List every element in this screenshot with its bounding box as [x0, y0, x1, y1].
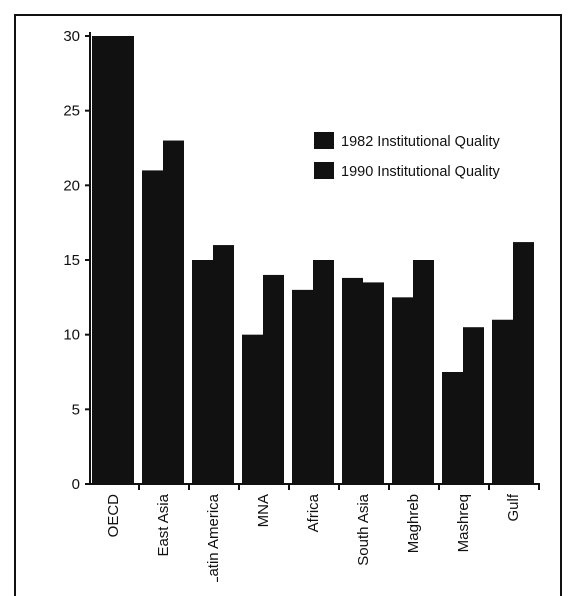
y-tick-label: 5: [72, 401, 80, 418]
x-tick-label: Latin America: [205, 493, 222, 582]
bar-1982: [392, 297, 413, 484]
bar-1990: [513, 242, 534, 484]
bar-1990: [213, 245, 234, 484]
bar-1982: [442, 372, 463, 484]
y-tick-label: 0: [72, 476, 80, 493]
x-tick-label: South Asia: [355, 493, 372, 565]
bar-1990: [363, 282, 384, 484]
bar-1982: [192, 260, 213, 484]
bar-1990: [263, 274, 284, 484]
y-tick-label: 20: [63, 177, 80, 194]
x-tick-label: East Asia: [155, 493, 172, 556]
legend-swatch: [314, 132, 334, 149]
x-tick-label: Gulf: [505, 493, 522, 521]
bar-1982: [292, 289, 313, 484]
bar-1990: [313, 260, 334, 484]
x-tick-label: Mashreq: [455, 494, 472, 552]
bar-1990: [463, 327, 484, 484]
x-tick-label: Maghreb: [405, 494, 422, 553]
bar-1982: [92, 36, 113, 484]
bar-1982: [342, 277, 363, 484]
x-tick-label: Africa: [305, 493, 322, 532]
bar-chart: 0 5 10 15 20 25 30 OECD East Asia Latin America M…: [63, 28, 540, 582]
bar-1982: [142, 170, 163, 484]
x-tick-label: MNA: [255, 494, 272, 527]
y-tick-label: 10: [63, 327, 80, 344]
legend-label: 1990 Institutional Quality: [341, 164, 501, 180]
x-tick-label: OECD: [105, 494, 122, 538]
legend-swatch: [314, 162, 334, 179]
bar-1990: [163, 140, 184, 485]
bar-1982: [492, 319, 513, 484]
bar-1982: [242, 334, 263, 484]
chart-frame: [14, 14, 562, 596]
legend-label: 1982 Institutional Quality: [341, 134, 501, 150]
bar-1990: [113, 36, 134, 484]
y-tick-label: 15: [63, 252, 80, 269]
bar-1990: [413, 260, 434, 484]
y-tick-label: 30: [63, 28, 80, 45]
y-tick-label: 25: [63, 103, 80, 120]
